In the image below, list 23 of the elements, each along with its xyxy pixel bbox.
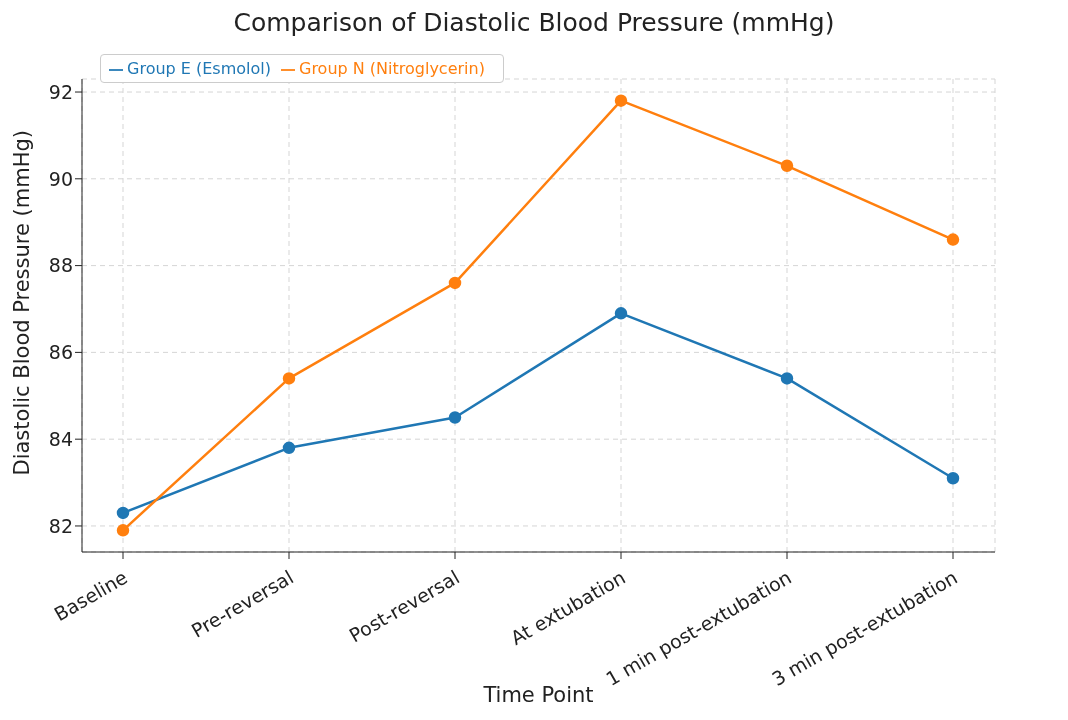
y-tick-label: 90 (48, 167, 73, 190)
chart-title: Comparison of Diastolic Blood Pressure (mmHg) (232, 8, 836, 39)
y-tick-label: 88 (48, 254, 73, 277)
point (282, 441, 296, 455)
point (946, 471, 960, 485)
point (448, 411, 462, 424)
y-tick-label: 82 (48, 514, 73, 537)
y-tick-label: 86 (48, 341, 73, 364)
point (780, 159, 794, 173)
point (116, 506, 130, 520)
point (780, 372, 794, 385)
point (448, 276, 462, 290)
point (614, 307, 628, 320)
y-tick-label: 84 (48, 427, 73, 450)
point (946, 233, 960, 246)
point (614, 94, 628, 107)
legend-label: Group E (Esmolol) (127, 59, 271, 78)
point (116, 524, 130, 537)
y-tick-label: 92 (48, 80, 73, 103)
x-axis-title: Time Point (482, 683, 594, 707)
point (282, 372, 296, 385)
legend-label: Group N (Nitroglycerin) (298, 59, 485, 78)
y-axis-title: Diastolic Blood Pressure (mmHg) (10, 130, 35, 476)
